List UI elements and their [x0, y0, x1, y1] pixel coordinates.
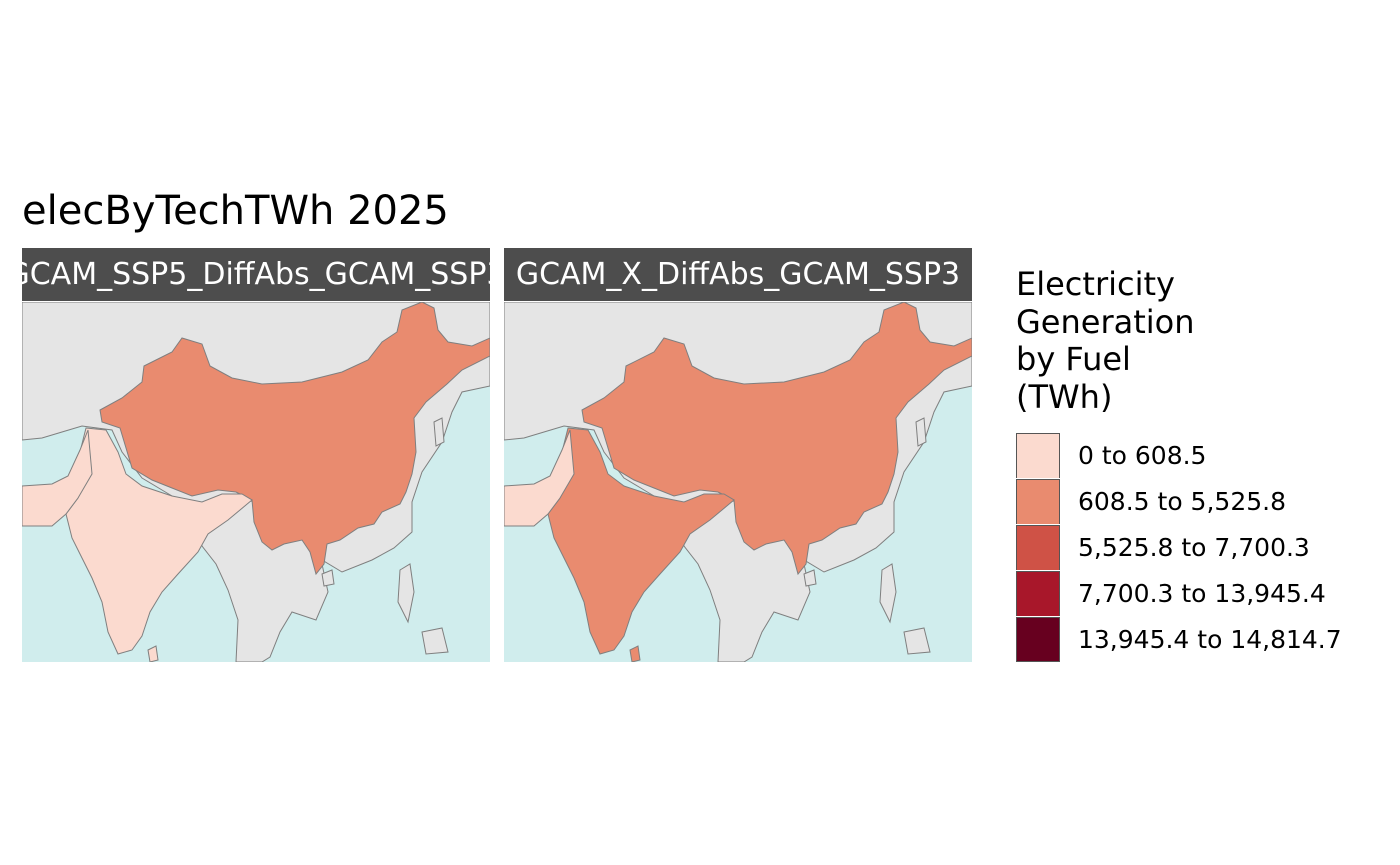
map-area [22, 302, 490, 662]
region-china [99, 302, 490, 576]
legend-item: 7,700.3 to 13,945.4 [1016, 570, 1342, 616]
legend-item: 5,525.8 to 7,700.3 [1016, 524, 1342, 570]
region-china [581, 302, 972, 576]
facet-panel-ssp5: GCAM_SSP5_DiffAbs_GCAM_SSP3 [22, 248, 490, 662]
facet-strip: GCAM_SSP5_DiffAbs_GCAM_SSP3 [22, 248, 490, 301]
map-title: elecByTechTWh 2025 [22, 188, 449, 234]
facet-label: GCAM_SSP5_DiffAbs_GCAM_SSP3 [22, 257, 490, 292]
island-mindanao [421, 627, 449, 655]
legend-label: 13,945.4 to 14,814.7 [1078, 624, 1342, 654]
legend-keys: 0 to 608.5 608.5 to 5,525.8 5,525.8 to 7… [1016, 432, 1342, 662]
legend-label: 0 to 608.5 [1078, 440, 1207, 470]
island-luzon [397, 563, 415, 624]
facet-label: GCAM_X_DiffAbs_GCAM_SSP3 [515, 257, 961, 292]
island-luzon [879, 563, 897, 624]
legend-item: 13,945.4 to 14,814.7 [1016, 616, 1342, 662]
legend-label: 7,700.3 to 13,945.4 [1078, 578, 1326, 608]
region-pakistan [22, 429, 93, 527]
region-sri-lanka [147, 645, 159, 662]
legend-swatch [1016, 432, 1060, 478]
map-area [504, 302, 972, 662]
map-svg [22, 302, 490, 662]
region-pakistan [504, 429, 575, 527]
region-india [547, 427, 735, 655]
legend-swatch [1016, 570, 1060, 616]
legend-item: 0 to 608.5 [1016, 432, 1342, 478]
legend-swatch [1016, 478, 1060, 524]
legend-swatch [1016, 616, 1060, 662]
legend-item: 608.5 to 5,525.8 [1016, 478, 1342, 524]
island-taiwan [433, 417, 445, 447]
legend-label: 5,525.8 to 7,700.3 [1078, 532, 1310, 562]
legend: Electricity Generation by Fuel (TWh) 0 t… [1016, 265, 1342, 662]
region-sri-lanka [629, 645, 641, 662]
map-svg [504, 302, 972, 662]
legend-swatch [1016, 524, 1060, 570]
island-hainan [803, 569, 817, 587]
island-mindanao [903, 627, 931, 655]
island-taiwan [915, 417, 927, 447]
legend-title: Electricity Generation by Fuel (TWh) [1016, 265, 1195, 416]
region-india [65, 427, 253, 655]
legend-label: 608.5 to 5,525.8 [1078, 486, 1286, 516]
island-hainan [321, 569, 335, 587]
facet-panel-x: GCAM_X_DiffAbs_GCAM_SSP3 [504, 248, 972, 662]
facet-strip: GCAM_X_DiffAbs_GCAM_SSP3 [504, 248, 972, 301]
